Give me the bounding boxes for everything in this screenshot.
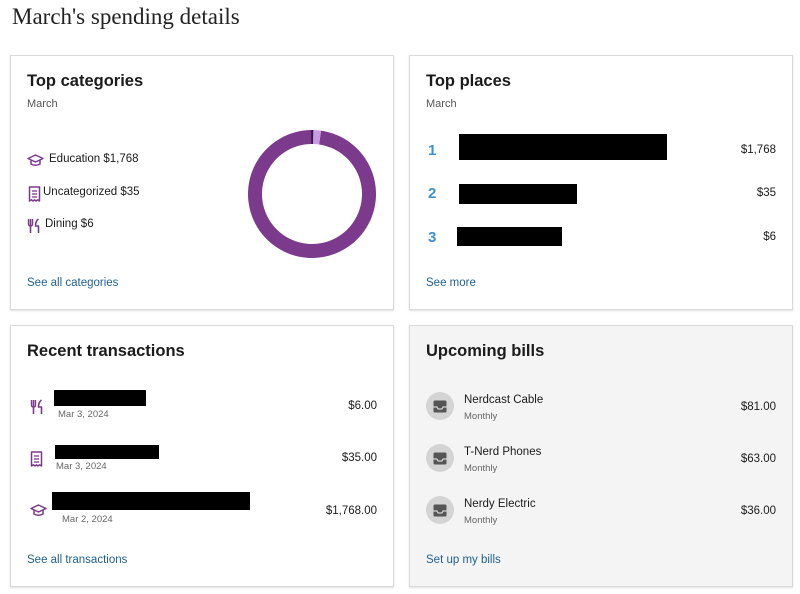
transaction-date: Mar 2, 2024 — [62, 514, 113, 525]
category-label: Education $1,768 — [49, 153, 139, 165]
see-all-transactions-link[interactable]: See all transactions — [27, 554, 128, 566]
redacted-place-name — [459, 134, 667, 160]
bill-frequency: Monthly — [464, 463, 498, 474]
bill-row[interactable]: Nerdcast Cable Monthly $81.00 — [410, 390, 792, 424]
inbox-icon — [433, 400, 447, 413]
top-places-title: Top places — [426, 72, 511, 90]
place-row[interactable]: 2 $35 — [410, 177, 792, 209]
transaction-row[interactable]: Mar 3, 2024 $35.00 — [11, 443, 393, 477]
place-row[interactable]: 3 $6 — [410, 221, 792, 253]
graduation-cap-icon — [27, 154, 44, 166]
bill-name: T-Nerd Phones — [464, 446, 542, 458]
bill-amount: $81.00 — [740, 401, 776, 413]
category-label: Uncategorized $35 — [43, 186, 140, 198]
graduation-cap-icon — [30, 504, 47, 516]
donut-slice-dining — [311, 130, 314, 145]
fork-knife-icon — [30, 399, 43, 414]
redacted-merchant-name — [54, 390, 146, 406]
transaction-row[interactable]: Mar 3, 2024 $6.00 — [11, 388, 393, 422]
see-more-link[interactable]: See more — [426, 277, 476, 289]
category-label: Dining $6 — [45, 218, 94, 230]
place-amount: $35 — [756, 187, 776, 199]
bill-frequency: Monthly — [464, 515, 498, 526]
transaction-amount: $6.00 — [348, 400, 377, 412]
place-amount: $1,768 — [740, 144, 776, 156]
bill-amount: $36.00 — [740, 505, 776, 517]
redacted-merchant-name — [55, 445, 159, 459]
top-categories-card: Top categories March Education $1,768 Un… — [10, 55, 394, 310]
fork-knife-icon — [27, 218, 40, 233]
bill-frequency: Monthly — [464, 411, 498, 422]
place-rank: 1 — [428, 142, 437, 159]
bill-row[interactable]: T-Nerd Phones Monthly $63.00 — [410, 442, 792, 476]
bill-name: Nerdy Electric — [464, 498, 536, 510]
donut-slice-education — [248, 130, 376, 258]
upcoming-bills-title: Upcoming bills — [426, 342, 545, 360]
page-title: March's spending details — [12, 4, 240, 29]
redacted-place-name — [457, 227, 562, 246]
transaction-amount: $1,768.00 — [325, 505, 377, 517]
top-places-card: Top places March 1 $1,768 2 $35 3 $6 See… — [409, 55, 793, 310]
donut-slice-uncategorized — [313, 130, 322, 145]
top-places-subtitle: March — [426, 98, 457, 110]
bill-name: Nerdcast Cable — [464, 394, 544, 406]
bill-avatar — [426, 496, 454, 524]
see-all-categories-link[interactable]: See all categories — [27, 277, 119, 289]
set-up-my-bills-link[interactable]: Set up my bills — [426, 554, 501, 566]
upcoming-bills-card: Upcoming bills Nerdcast Cable Monthly $8… — [409, 325, 793, 587]
bill-row[interactable]: Nerdy Electric Monthly $36.00 — [410, 494, 792, 528]
top-categories-subtitle: March — [27, 98, 58, 110]
top-categories-title: Top categories — [27, 72, 144, 90]
bill-amount: $63.00 — [740, 453, 776, 465]
receipt-icon — [28, 186, 41, 202]
inbox-icon — [433, 452, 447, 465]
place-rank: 2 — [428, 185, 437, 202]
recent-transactions-title: Recent transactions — [27, 342, 185, 360]
redacted-place-name — [459, 184, 577, 204]
place-amount: $6 — [763, 231, 776, 243]
transaction-date: Mar 3, 2024 — [56, 461, 107, 472]
place-rank: 3 — [428, 229, 437, 246]
transaction-amount: $35.00 — [341, 452, 377, 464]
inbox-icon — [433, 504, 447, 517]
receipt-icon — [30, 451, 43, 467]
bill-avatar — [426, 444, 454, 472]
recent-transactions-card: Recent transactions Mar 3, 2024 $6.00 Ma… — [10, 325, 394, 587]
transaction-row[interactable]: Mar 2, 2024 $1,768.00 — [11, 490, 393, 530]
category-donut-chart — [248, 130, 376, 258]
place-row[interactable]: 1 $1,768 — [410, 132, 792, 164]
bill-avatar — [426, 392, 454, 420]
transaction-date: Mar 3, 2024 — [58, 409, 109, 420]
redacted-merchant-name — [52, 492, 250, 510]
